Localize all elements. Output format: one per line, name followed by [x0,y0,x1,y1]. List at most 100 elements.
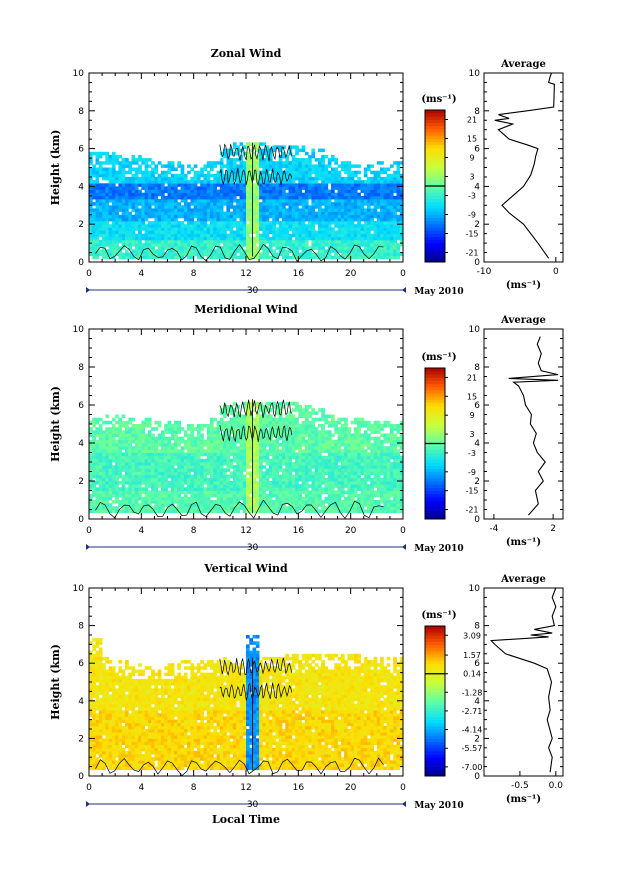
heatmap-cell [304,496,309,501]
heatmap-cell [167,500,172,504]
heatmap-cell [154,224,159,228]
heatmap-cell [102,474,106,479]
heatmap-cell [102,186,106,190]
heatmap-cell [157,236,162,241]
heatmap-cell [236,221,240,225]
heatmap-cell [111,221,116,225]
heatmap-cell [128,468,132,472]
heatmap-cell [304,189,309,194]
heatmap-cell [157,205,162,209]
heatmap-cell [347,183,352,187]
heatmap-cell [232,233,237,238]
heatmap-cell [282,503,286,507]
heatmap-cell [92,214,96,219]
heatmap-cell [396,243,401,247]
heatmap-cell [236,436,240,441]
heatmap-cell [340,189,345,194]
heatmap-cell [242,506,247,510]
heatmap-cell [360,255,365,260]
heatmap-cell [125,439,129,444]
heatmap-cell [259,142,263,146]
heatmap-cell [275,452,280,457]
heatmap-cell [125,452,129,457]
heatmap-cell [226,199,231,203]
heatmap-cell [236,164,240,168]
heatmap-cell [219,490,224,495]
heatmap-cell [285,500,289,504]
heatmap-cell [105,468,110,472]
heatmap-cell [318,217,322,222]
heatmap-cell [268,243,273,247]
heatmap-cell [125,205,129,209]
heatmap-cell [226,496,231,501]
heatmap-cell [285,477,289,482]
heatmap-cell [321,214,325,219]
heatmap-cell [236,452,240,457]
heatmap-cell [386,205,391,209]
heatmap-cell [111,164,116,168]
heatmap-cell [334,221,338,225]
heatmap-cell [246,227,250,231]
heatmap-cell [242,493,247,498]
heatmap-cell [278,164,283,168]
heatmap-cell [272,189,276,194]
heatmap-cell [304,490,309,495]
heatmap-cell [324,211,329,216]
heatmap-cell [115,496,119,501]
heatmap-cell [268,471,273,476]
heatmap-cell [164,186,168,190]
heatmap-cell [196,236,201,241]
heatmap-cell [347,189,352,194]
heatmap-cell [347,255,352,260]
heatmap-cell [154,439,159,444]
heatmap-cell [144,433,149,438]
heatmap-cell [396,183,401,187]
heatmap-cell [255,417,260,422]
heatmap-cell [193,252,198,257]
heatmap-cell [92,506,96,510]
heatmap-cell [219,481,224,485]
heatmap-cell [154,420,159,425]
heatmap-cell [170,427,175,431]
heatmap-cell [340,192,345,197]
heatmap-cell [275,246,280,250]
heatmap-cell [115,211,119,216]
heatmap-cell [298,443,302,447]
heatmap-cell [288,189,293,194]
heatmap-cell [282,246,286,250]
heatmap-cell [272,192,276,197]
heatmap-cell [246,449,250,453]
heatmap-cell [242,477,247,482]
heatmap-cell [223,239,227,244]
heatmap-cell [255,252,260,257]
heatmap-cell [232,465,237,469]
heatmap-cell [232,503,237,507]
heatmap-cell [134,503,139,507]
heatmap-cell [383,186,388,190]
colorbar-segment [425,211,445,215]
heatmap-cell [157,449,162,453]
heatmap-cell [298,490,302,495]
heatmap-cell [314,164,319,168]
heatmap-cell [239,173,244,178]
heatmap-cell [318,186,322,190]
heatmap-cell [265,443,270,447]
heatmap-cell [203,208,208,212]
heatmap-cell [157,436,162,441]
heatmap-cell [157,496,162,501]
heatmap-cell [131,167,136,171]
heatmap-cell [239,249,244,253]
heatmap-cell [196,249,201,253]
heatmap-cell [278,252,283,257]
heatmap-cell [242,186,247,190]
heatmap-cell [265,471,270,476]
heatmap-cell [288,433,293,438]
heatmap-cell [177,246,181,250]
heatmap-cell [275,227,280,231]
heatmap-cell [229,239,234,244]
heatmap-cell [196,208,201,212]
heatmap-cell [396,252,401,257]
heatmap-cell [203,230,208,234]
heatmap-cell [301,477,306,482]
